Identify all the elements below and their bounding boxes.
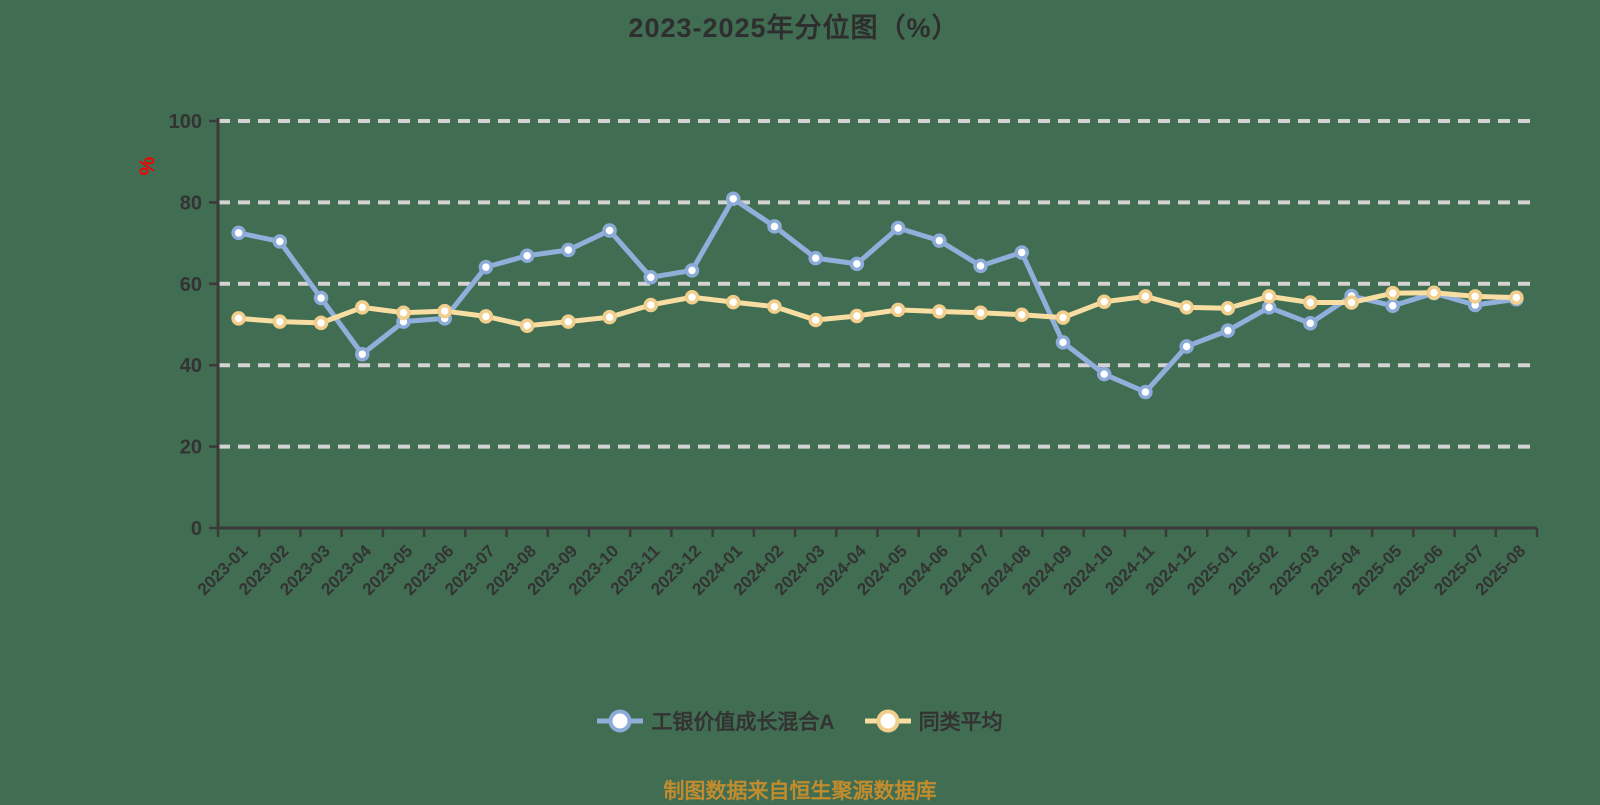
y-axis-tick-label: 60 [180,274,202,296]
series-average [231,285,1524,333]
data-point-marker [313,315,329,331]
data-point-marker [519,318,535,333]
data-point-marker [890,220,906,236]
data-point-marker [1344,295,1359,310]
legend-item-average[interactable]: 同类平均 [864,706,1003,736]
data-point-marker [1385,285,1400,301]
data-point-marker [849,256,865,272]
data-point-marker [272,314,288,329]
data-point-marker [973,258,988,274]
data-point-marker [355,300,370,315]
data-point-marker [725,294,741,310]
gridlines [218,119,1537,449]
legend-label-average: 同类平均 [918,711,1003,734]
y-axis-tick-label: 40 [180,355,202,377]
data-point-marker [767,219,782,234]
series-line [236,196,1519,395]
data-point-marker [1055,310,1071,325]
legend-label-fund: 工银价值成长混合A [651,711,835,734]
data-point-marker [973,305,988,320]
y-axis-tick-label: 80 [180,192,202,214]
data-point-marker [519,248,535,263]
data-point-marker [1385,298,1400,314]
data-point-marker [602,223,617,238]
data-point-marker [1426,285,1442,301]
legend-marker-average-icon [864,709,911,733]
data-point-marker [1509,290,1524,305]
percentile-chart: 0204060801002023-012023-022023-032023-04… [169,111,1539,599]
data-point-marker [561,242,576,258]
data-point-marker [478,259,494,275]
data-point-marker [808,250,823,266]
data-point-marker [932,233,947,248]
y-axis-tick-label: 100 [169,111,202,133]
data-point-marker [1138,289,1153,304]
data-source-note: 制图数据来自恒生聚源数据库 [663,780,937,803]
data-point-marker [561,314,576,329]
chart-legend: 工银价值成长混合A 同类平均 [0,706,1600,736]
data-point-marker [396,305,411,320]
data-point-marker [808,312,823,328]
data-point-marker [1467,289,1483,304]
y-axis-tick-label: 0 [191,518,202,540]
data-point-marker [1303,295,1318,310]
data-point-marker [1179,339,1194,354]
data-point-marker [1303,316,1318,331]
data-point-marker [478,309,494,324]
data-point-marker [684,263,700,278]
data-point-marker [1096,294,1112,309]
data-point-marker [932,304,947,319]
data-point-marker [313,290,329,306]
data-point-marker [437,303,452,319]
data-point-marker [1138,384,1153,400]
data-point-marker [767,299,782,314]
data-point-marker [1220,300,1236,316]
data-point-marker [643,297,659,313]
data-point-marker [684,289,700,305]
data-point-marker [1096,366,1112,382]
data-point-marker [849,308,865,324]
data-point-marker [890,302,906,318]
data-point-marker [1179,300,1194,315]
data-point-marker [1014,307,1030,322]
data-point-marker [643,270,659,285]
axes [209,118,1539,537]
legend-item-fund[interactable]: 工银价值成长混合A [597,706,835,736]
y-axis-tick-label: 20 [180,437,202,459]
chart-title: 2023-2025年分位图（%） [628,13,960,43]
data-point-marker [231,311,246,326]
data-point-marker [602,309,617,325]
legend-marker-fund-icon [597,709,644,733]
data-point-marker [355,346,370,362]
data-point-marker [1261,289,1277,304]
data-point-marker [231,225,246,241]
data-point-marker [1014,245,1030,260]
data-point-marker [1220,323,1236,338]
data-point-marker [725,191,741,206]
data-point-marker [1055,335,1071,350]
data-point-marker [272,234,288,249]
